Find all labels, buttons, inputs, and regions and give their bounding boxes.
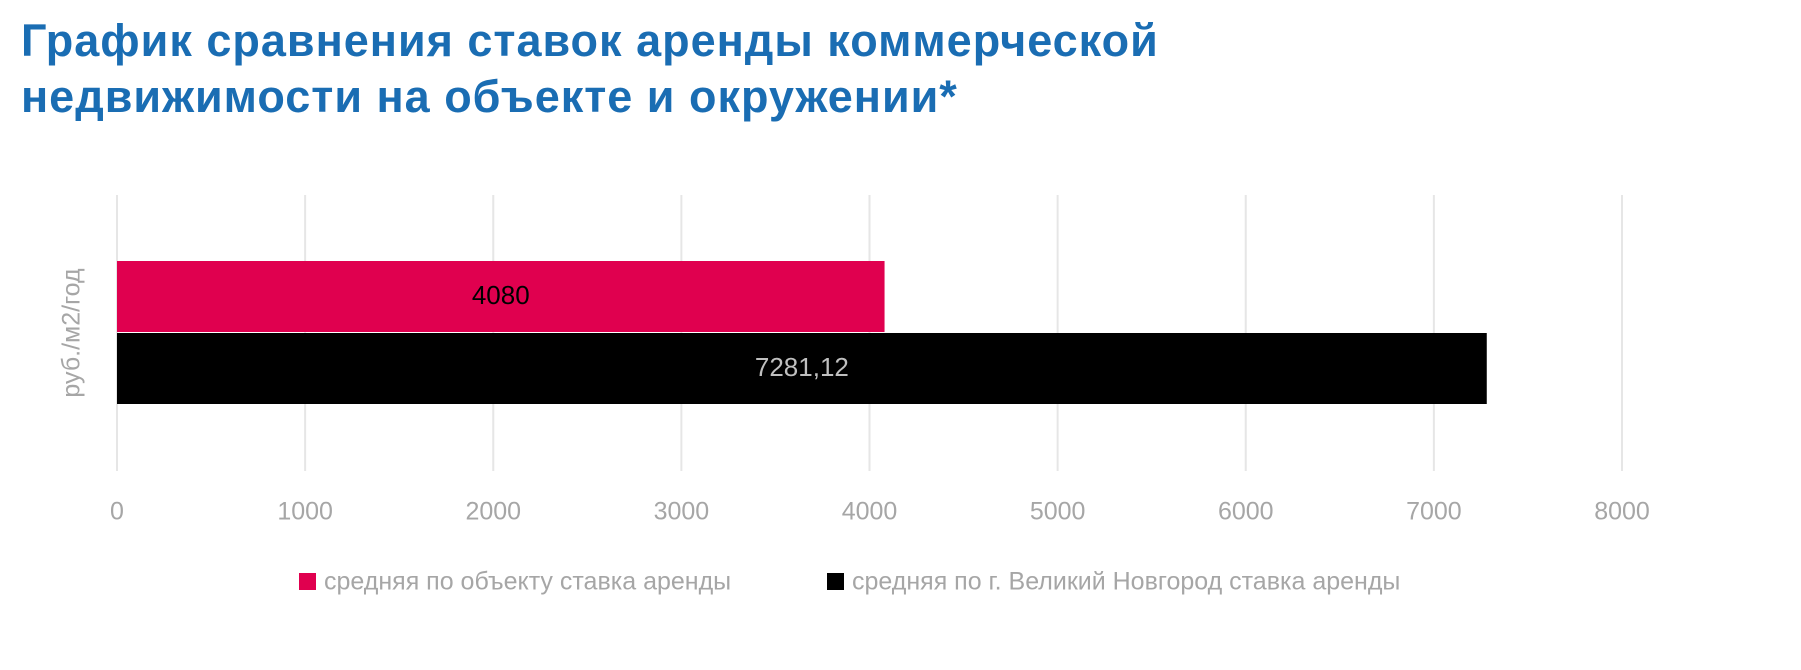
chart-title: недвижимости на объекте и окружении* bbox=[21, 71, 958, 122]
x-tick-label: 1000 bbox=[277, 498, 333, 526]
legend-label: средняя по г. Великий Новгород ставка ар… bbox=[852, 568, 1400, 596]
legend-label: средняя по объекту ставка аренды bbox=[324, 568, 731, 596]
x-tick-label: 8000 bbox=[1594, 498, 1650, 526]
bar bbox=[117, 333, 1487, 404]
x-tick-label: 7000 bbox=[1406, 498, 1462, 526]
y-axis-label: руб./м2/год bbox=[58, 268, 86, 398]
x-tick-label: 5000 bbox=[1030, 498, 1086, 526]
x-tick-label: 0 bbox=[110, 498, 124, 526]
data-label: 4080 bbox=[472, 280, 530, 310]
legend-swatch bbox=[827, 573, 844, 590]
legend-swatch bbox=[299, 573, 316, 590]
bar bbox=[117, 261, 885, 332]
x-tick-label: 4000 bbox=[842, 498, 898, 526]
x-tick-label: 6000 bbox=[1218, 498, 1274, 526]
chart-title: График сравнения ставок аренды коммерчес… bbox=[21, 15, 1159, 66]
x-tick-label: 2000 bbox=[465, 498, 521, 526]
data-label: 7281,12 bbox=[755, 352, 849, 382]
x-tick-label: 3000 bbox=[654, 498, 710, 526]
